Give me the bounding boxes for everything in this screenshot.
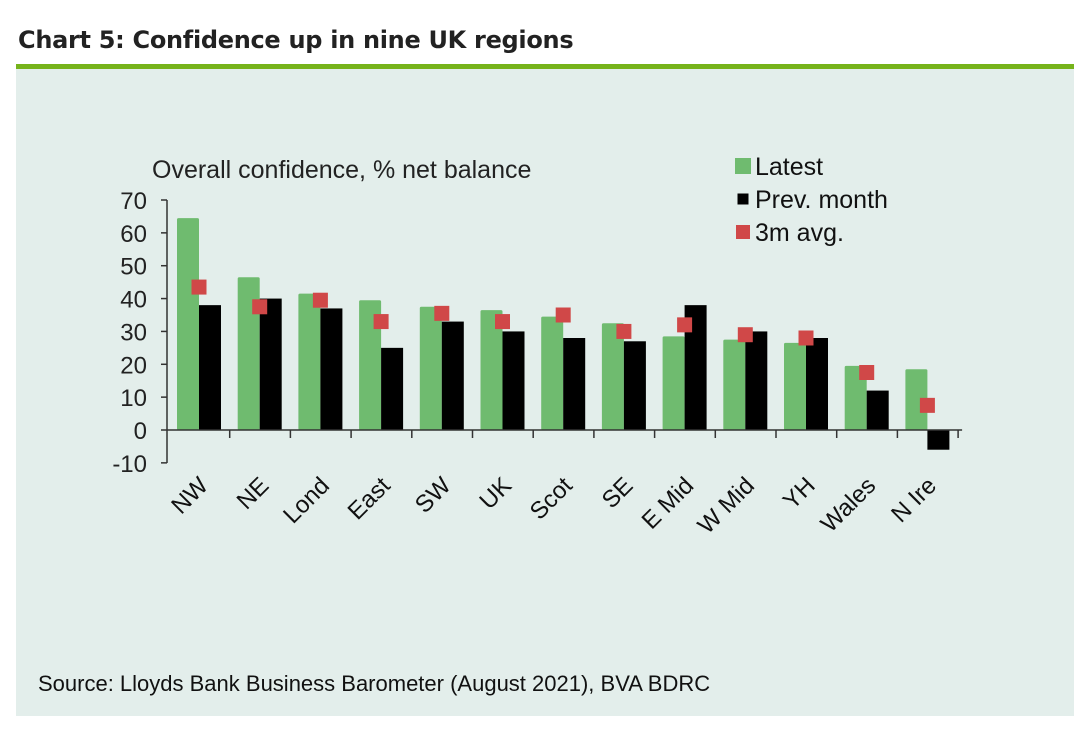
marker-3m-avg xyxy=(919,397,935,413)
x-tick-label: SW xyxy=(410,472,457,519)
bar-latest xyxy=(723,339,746,430)
bar-latest xyxy=(844,365,867,430)
marker-3m-avg xyxy=(616,323,632,339)
x-tick-label: W Mid xyxy=(693,472,760,539)
bar-latest xyxy=(419,306,442,430)
marker-3m-avg xyxy=(495,314,510,330)
x-tick-label: Scot xyxy=(525,472,578,525)
x-tick-label: East xyxy=(343,472,396,525)
bar-prev-month xyxy=(866,390,889,430)
bar-prev-month xyxy=(623,341,646,430)
bar-latest xyxy=(359,300,382,430)
marker-3m-avg xyxy=(373,314,389,330)
bar-latest xyxy=(662,336,685,430)
x-tick-label: E Mid xyxy=(637,472,699,534)
x-tick-label: SE xyxy=(597,472,639,514)
marker-3m-avg xyxy=(252,299,268,315)
y-tick-label: 50 xyxy=(120,254,147,281)
page-title: Chart 5: Confidence up in nine UK region… xyxy=(18,26,574,54)
legend: Latest Prev. month 3m avg. xyxy=(735,153,888,247)
source-note: Source: Lloyds Bank Business Barometer (… xyxy=(38,671,711,696)
marker-3m-avg xyxy=(555,307,571,323)
legend-swatch xyxy=(737,193,749,205)
marker-3m-avg xyxy=(737,327,753,343)
legend-label: 3m avg. xyxy=(755,219,844,247)
bar-prev-month xyxy=(806,338,828,430)
chart-title: Overall confidence, % net balance xyxy=(152,156,531,184)
x-tick-label: NE xyxy=(232,472,275,515)
bar-prev-month xyxy=(563,338,586,430)
bar-prev-month xyxy=(441,321,464,430)
bar-prev-month xyxy=(502,331,525,430)
y-tick-label: 60 xyxy=(120,221,147,248)
bar-prev-month xyxy=(684,305,707,430)
bar-prev-month xyxy=(745,331,768,430)
marker-3m-avg xyxy=(312,292,328,308)
x-tick-label: UK xyxy=(474,472,517,515)
title-divider xyxy=(16,64,1074,69)
y-axis: 70 60 50 40 30 20 10 0 -10 xyxy=(112,188,168,478)
x-axis xyxy=(167,429,963,438)
x-tick-label: YH xyxy=(778,472,821,515)
bar-latest xyxy=(480,310,503,430)
bar-prev-month xyxy=(927,430,950,450)
x-tick-label: Lond xyxy=(278,472,335,529)
legend-swatch xyxy=(735,158,751,174)
marker-3m-avg xyxy=(434,305,450,321)
marker-3m-avg xyxy=(677,317,693,333)
bar-latest xyxy=(601,323,624,430)
x-tick-label: N Ire xyxy=(886,472,942,528)
bar-latest xyxy=(541,316,564,430)
bar-latest xyxy=(237,277,260,430)
bar-prev-month xyxy=(259,298,282,430)
bar-prev-month xyxy=(199,305,221,430)
y-tick-label: 0 xyxy=(134,418,147,445)
y-tick-label: 20 xyxy=(120,352,147,379)
marker-3m-avg xyxy=(859,365,875,380)
y-tick-label: -10 xyxy=(112,451,147,478)
y-tick-label: 70 xyxy=(120,188,147,215)
bar-latest xyxy=(298,293,321,430)
x-tick-label: NW xyxy=(166,472,214,520)
bars xyxy=(177,218,950,450)
legend-label: Prev. month xyxy=(755,186,888,214)
legend-label: Latest xyxy=(755,153,823,181)
marker-3m-avg xyxy=(798,330,814,346)
bar-latest xyxy=(905,369,928,430)
y-tick-label: 10 xyxy=(120,385,147,412)
x-tick-label: Wales xyxy=(816,472,882,538)
bar-latest xyxy=(177,218,199,430)
y-tick-label: 30 xyxy=(120,319,147,346)
y-tick-label: 40 xyxy=(120,287,147,314)
bar-latest xyxy=(784,342,806,430)
bar-prev-month xyxy=(320,308,343,430)
marker-3m-avg xyxy=(191,279,207,295)
legend-swatch xyxy=(736,225,750,239)
bar-prev-month xyxy=(381,347,404,430)
